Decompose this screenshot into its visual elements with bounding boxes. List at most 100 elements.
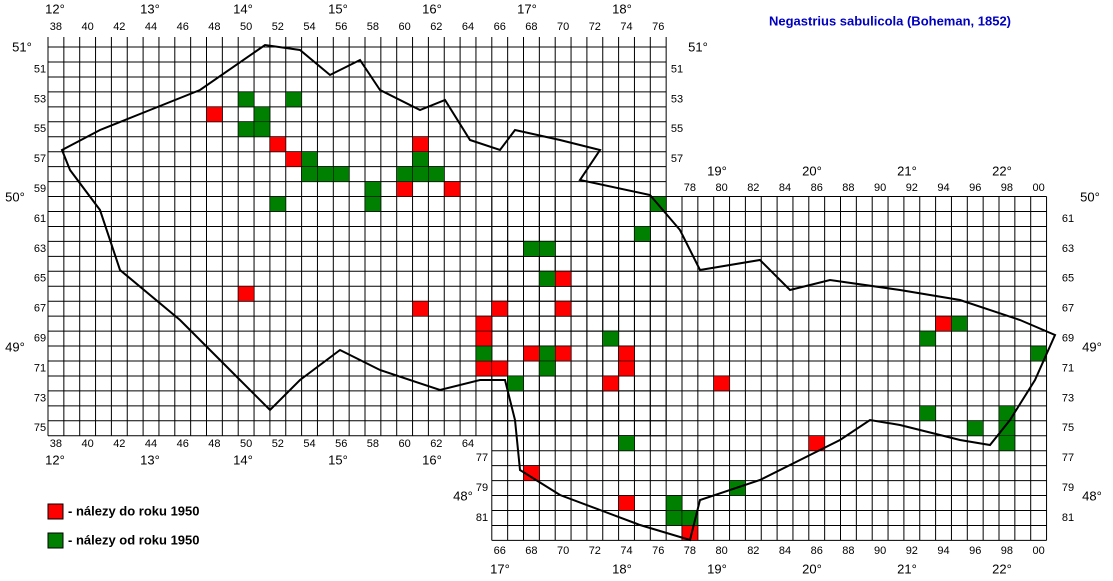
column-label: 80 — [716, 182, 728, 194]
column-label: 00 — [1033, 545, 1045, 557]
legend-label: - nálezy od roku 1950 — [68, 532, 200, 547]
degree-label: 49° — [1082, 339, 1102, 354]
row-label: 63 — [34, 243, 46, 255]
record-cell — [412, 300, 429, 317]
row-label: 55 — [34, 123, 46, 135]
degree-label: 50° — [1080, 189, 1100, 204]
degree-label: 15° — [328, 1, 348, 16]
column-label: 70 — [557, 21, 569, 33]
row-label: 69 — [1062, 332, 1074, 344]
record-cell — [317, 166, 334, 182]
record-cell — [919, 330, 936, 347]
row-label: 55 — [671, 123, 683, 135]
record-cell — [554, 300, 572, 317]
column-label: 66 — [494, 21, 506, 33]
record-cell — [602, 330, 619, 347]
column-label: 38 — [50, 438, 62, 450]
degree-label: 49° — [5, 339, 25, 354]
row-label: 65 — [1062, 273, 1074, 285]
column-label: 42 — [113, 438, 125, 450]
column-label: 46 — [177, 21, 189, 33]
record-cell — [428, 166, 445, 182]
row-label: 59 — [34, 183, 46, 195]
column-label: 54 — [303, 21, 315, 33]
record-cell — [412, 136, 429, 152]
row-label: 81 — [476, 512, 488, 524]
legend-label: - nálezy do roku 1950 — [68, 503, 200, 518]
column-label: 60 — [399, 21, 411, 33]
degree-label: 14° — [233, 452, 253, 467]
degree-label: 20° — [802, 163, 822, 178]
record-cell — [364, 181, 382, 197]
legend-swatch — [47, 503, 64, 520]
column-label: 54 — [303, 438, 315, 450]
column-label: 52 — [272, 438, 284, 450]
column-label: 72 — [589, 545, 601, 557]
title: Negastrius sabulicola (Boheman, 1852) — [769, 13, 1011, 28]
column-label: 66 — [494, 545, 506, 557]
border — [60, 43, 1057, 542]
column-label: 58 — [367, 21, 379, 33]
record-cell — [539, 345, 556, 362]
degree-label: 22° — [992, 561, 1012, 576]
row-label: 71 — [34, 362, 46, 374]
record-cell — [665, 510, 683, 526]
row-label: 57 — [34, 153, 46, 165]
record-cell — [364, 196, 382, 212]
column-label: 82 — [747, 545, 759, 557]
column-label: 52 — [272, 21, 284, 33]
degree-label: 13° — [140, 452, 160, 467]
row-label: 67 — [34, 303, 46, 315]
column-label: 96 — [969, 545, 981, 557]
column-label: 90 — [874, 182, 886, 194]
degree-label: 48° — [1082, 488, 1102, 503]
record-cell — [269, 136, 286, 152]
degree-label: 20° — [802, 561, 822, 576]
degree-label: 50° — [5, 189, 25, 204]
record-cell — [665, 495, 683, 511]
column-label: 42 — [113, 21, 125, 33]
record-cell — [253, 121, 271, 138]
row-label: 73 — [1062, 392, 1074, 404]
degree-label: 51° — [688, 39, 708, 54]
column-label: 94 — [937, 182, 949, 194]
record-cell — [935, 315, 952, 332]
column-label: 50 — [240, 438, 252, 450]
column-label: 82 — [747, 182, 759, 194]
column-label: 88 — [842, 545, 854, 557]
record-cell — [523, 241, 540, 257]
record-cell — [554, 345, 572, 362]
record-cell — [237, 286, 255, 302]
degree-label: 21° — [897, 561, 917, 576]
record-cell — [333, 166, 350, 182]
record-cell — [301, 166, 318, 182]
column-label: 46 — [177, 438, 189, 450]
column-label: 70 — [557, 545, 569, 557]
column-label: 76 — [652, 545, 664, 557]
record-cell — [602, 375, 619, 392]
degree-label: 12° — [45, 1, 65, 16]
row-label: 61 — [1062, 213, 1074, 225]
record-cell — [539, 360, 556, 377]
row-label: 73 — [34, 392, 46, 404]
record-cell — [919, 405, 936, 422]
row-label: 77 — [476, 452, 488, 464]
row-label: 67 — [1062, 303, 1074, 315]
record-cell — [523, 345, 540, 362]
record-cell — [396, 181, 413, 197]
column-label: 96 — [969, 182, 981, 194]
degree-label: 19° — [707, 561, 727, 576]
degree-label: 48° — [453, 488, 473, 503]
column-label: 76 — [652, 21, 664, 33]
row-label: 69 — [34, 332, 46, 344]
column-label: 00 — [1033, 182, 1045, 194]
degree-label: 18° — [612, 1, 632, 16]
column-label: 94 — [937, 545, 949, 557]
row-label: 75 — [1062, 422, 1074, 434]
column-label: 98 — [1001, 545, 1013, 557]
degree-label: 21° — [897, 163, 917, 178]
record-cell — [713, 375, 730, 392]
column-label: 56 — [335, 438, 347, 450]
column-label: 78 — [684, 182, 696, 194]
